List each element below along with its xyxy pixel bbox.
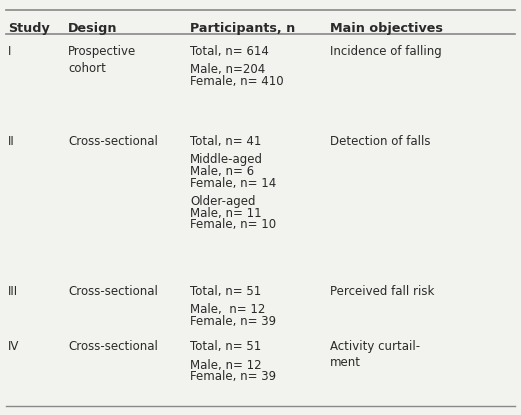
- Text: Male, n=204: Male, n=204: [190, 63, 265, 76]
- Text: Female, n= 10: Female, n= 10: [190, 218, 276, 231]
- Text: Main objectives: Main objectives: [330, 22, 443, 35]
- Text: IV: IV: [8, 340, 19, 353]
- Text: Middle-aged: Middle-aged: [190, 154, 263, 166]
- Text: Male, n= 6: Male, n= 6: [190, 165, 254, 178]
- Text: Total, n= 614: Total, n= 614: [190, 45, 269, 58]
- Text: Total, n= 51: Total, n= 51: [190, 285, 261, 298]
- Text: Female, n= 39: Female, n= 39: [190, 370, 276, 383]
- Text: Participants, n: Participants, n: [190, 22, 295, 35]
- Text: Total, n= 41: Total, n= 41: [190, 135, 262, 148]
- Text: Female, n= 39: Female, n= 39: [190, 315, 276, 328]
- Text: II: II: [8, 135, 15, 148]
- Text: Cross-sectional: Cross-sectional: [68, 135, 158, 148]
- Text: Incidence of falling: Incidence of falling: [330, 45, 442, 58]
- Text: Female, n= 14: Female, n= 14: [190, 176, 276, 190]
- Text: Perceived fall risk: Perceived fall risk: [330, 285, 435, 298]
- Text: Detection of falls: Detection of falls: [330, 135, 430, 148]
- Text: Activity curtail-
ment: Activity curtail- ment: [330, 340, 420, 369]
- Text: I: I: [8, 45, 11, 58]
- Text: Male,  n= 12: Male, n= 12: [190, 303, 265, 317]
- Text: Female, n= 410: Female, n= 410: [190, 75, 283, 88]
- Text: Male, n= 12: Male, n= 12: [190, 359, 262, 371]
- Text: Design: Design: [68, 22, 118, 35]
- Text: Cross-sectional: Cross-sectional: [68, 285, 158, 298]
- Text: Total, n= 51: Total, n= 51: [190, 340, 261, 353]
- Text: Older-aged: Older-aged: [190, 195, 255, 208]
- Text: Prospective
cohort: Prospective cohort: [68, 45, 137, 75]
- Text: Male, n= 11: Male, n= 11: [190, 207, 262, 220]
- Text: Study: Study: [8, 22, 49, 35]
- Text: Cross-sectional: Cross-sectional: [68, 340, 158, 353]
- Text: III: III: [8, 285, 18, 298]
